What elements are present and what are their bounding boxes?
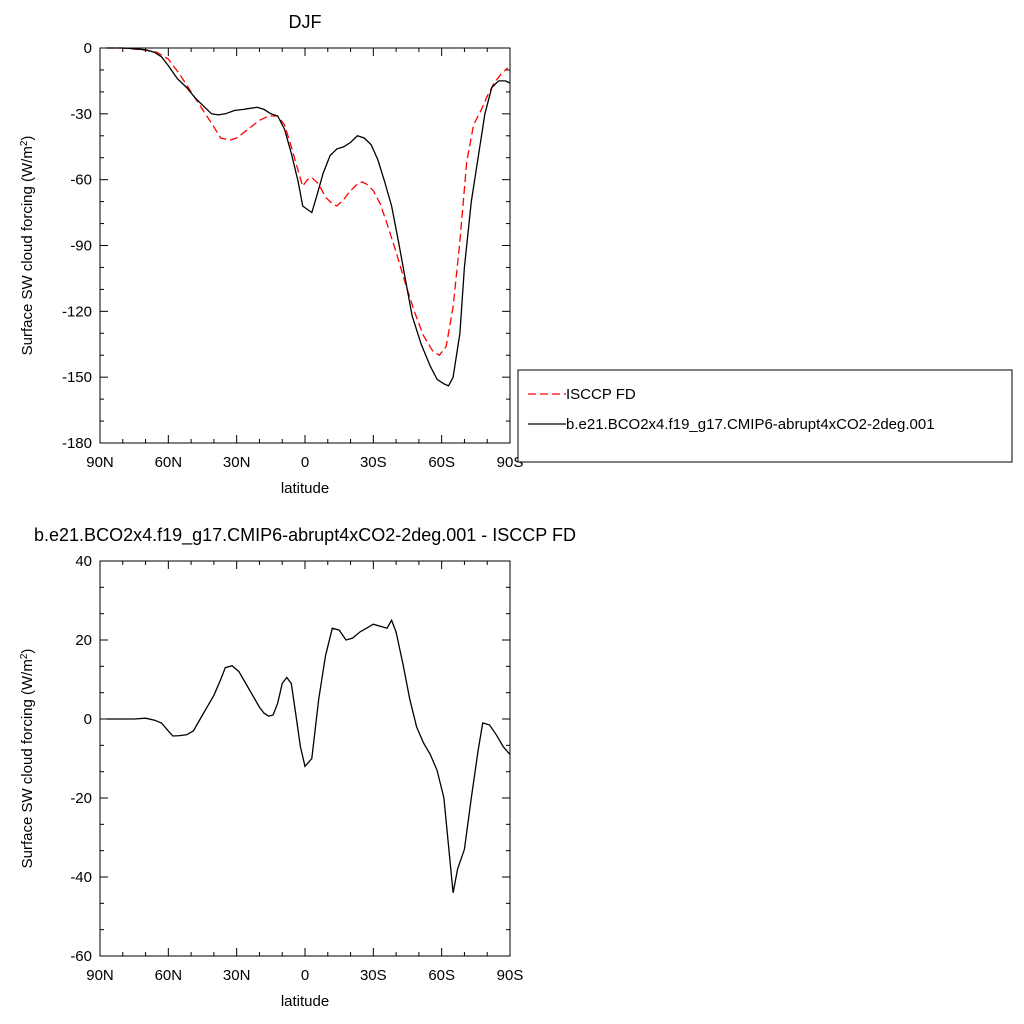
series-line-1 xyxy=(106,47,511,387)
x-tick-label: 90N xyxy=(86,967,114,984)
plot-frame xyxy=(99,560,511,957)
y-tick-label: -30 xyxy=(70,106,92,123)
y-tick-label: -180 xyxy=(62,435,92,452)
x-tick-label: 90S xyxy=(497,454,524,471)
y-tick-label: 0 xyxy=(84,711,92,728)
y-tick-label: 20 xyxy=(75,632,92,649)
djf-chart: DJF 0 -30 -60 -90 -120 -150 -180 90N 60N 30N 0 30S 60… xyxy=(19,12,1013,497)
x-tick-label: 30S xyxy=(360,967,387,984)
x-tick-label: 0 xyxy=(301,454,309,471)
x-tick-label: 60S xyxy=(428,967,455,984)
x-tick-label: 90N xyxy=(86,454,114,471)
x-axis-label: latitude xyxy=(281,993,329,1010)
y-tick-label: 0 xyxy=(84,40,92,57)
y-tick-label: -90 xyxy=(70,238,92,255)
series-line-0 xyxy=(106,47,509,357)
x-tick-label: 30N xyxy=(223,454,251,471)
x-tick-label: 60N xyxy=(155,454,183,471)
y-axis-label: Surface SW cloud forcing (W/m2) xyxy=(19,649,37,869)
legend-entry: b.e21.BCO2x4.f19_g17.CMIP6-abrupt4xCO2-2… xyxy=(566,416,935,433)
y-axis-label: Surface SW cloud forcing (W/m2) xyxy=(19,136,37,356)
difference-chart: b.e21.BCO2x4.f19_g17.CMIP6-abrupt4xCO2-2… xyxy=(19,525,576,1010)
chart-title: DJF xyxy=(289,12,322,32)
y-tick-label: -60 xyxy=(70,172,92,189)
y-tick-label: -150 xyxy=(62,369,92,386)
x-tick-label: 90S xyxy=(497,967,524,984)
x-axis-label: latitude xyxy=(281,480,329,497)
legend-entry: ISCCP FD xyxy=(566,386,636,403)
series-line-0 xyxy=(106,618,511,893)
chart-title: b.e21.BCO2x4.f19_g17.CMIP6-abrupt4xCO2-2… xyxy=(34,525,576,546)
y-tick-label: -120 xyxy=(62,303,92,320)
plot-frame xyxy=(99,47,511,444)
y-tick-label: 40 xyxy=(75,553,92,570)
y-tick-label: -20 xyxy=(70,790,92,807)
x-tick-label: 0 xyxy=(301,967,309,984)
legend-box xyxy=(517,369,1013,463)
x-tick-label: 60S xyxy=(428,454,455,471)
legend: ISCCP FD b.e21.BCO2x4.f19_g17.CMIP6-abrup… xyxy=(517,369,1013,463)
x-tick-label: 60N xyxy=(155,967,183,984)
x-tick-label: 30N xyxy=(223,967,251,984)
y-tick-label: -60 xyxy=(70,948,92,965)
y-tick-label: -40 xyxy=(70,869,92,886)
x-tick-label: 30S xyxy=(360,454,387,471)
